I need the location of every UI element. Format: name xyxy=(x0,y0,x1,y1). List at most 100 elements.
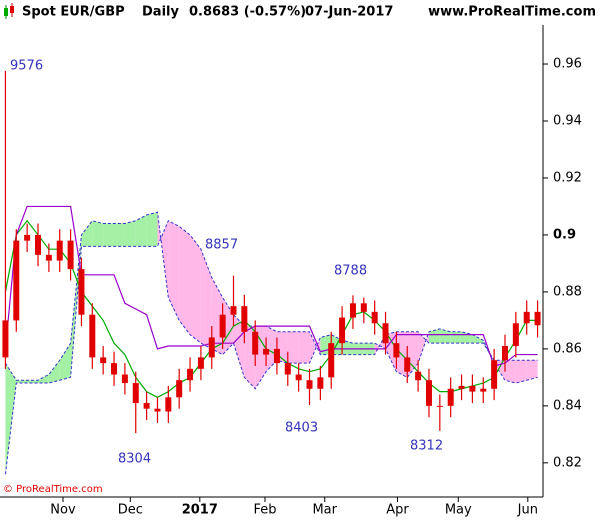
candle-body xyxy=(154,408,161,412)
candle-body xyxy=(393,343,400,358)
y-tick-label: 0.82 xyxy=(553,455,582,470)
cloud-span xyxy=(5,211,538,390)
candle-body xyxy=(469,385,476,392)
candle-body xyxy=(523,311,530,324)
candle-body xyxy=(35,234,42,255)
x-tick-label: May xyxy=(445,503,472,518)
candle-body xyxy=(56,240,63,261)
x-tick-label: Apr xyxy=(386,503,409,518)
candle-body xyxy=(230,306,237,315)
candle-body xyxy=(263,348,270,355)
candle-body xyxy=(176,380,183,398)
candle-body xyxy=(187,368,194,381)
cloud-fill xyxy=(27,380,39,384)
annotation: 8304 xyxy=(118,452,151,467)
y-tick-label: 0.86 xyxy=(553,341,582,356)
candle-body xyxy=(360,303,367,312)
cloud-fill xyxy=(5,363,17,475)
x-tick-label: Mar xyxy=(312,503,337,518)
candle-body xyxy=(67,240,74,270)
candle-body xyxy=(284,363,291,375)
candle-body xyxy=(436,405,443,407)
candle-body xyxy=(480,388,487,392)
cloud-fill xyxy=(179,226,191,335)
candle-body xyxy=(371,311,378,324)
x-tick-label: Jun xyxy=(517,503,538,518)
plot xyxy=(2,70,541,475)
x-tick-label: Feb xyxy=(253,503,276,518)
annotation: 9576 xyxy=(10,59,43,74)
y-tick-label: 0.94 xyxy=(553,113,582,128)
date: 07-Jun-2017 xyxy=(305,5,393,20)
candle-body xyxy=(512,323,519,347)
candle-body xyxy=(2,320,9,358)
cloud-fill xyxy=(114,223,125,247)
cloud-fill xyxy=(16,380,28,384)
candle-body xyxy=(306,380,313,389)
cloud-fill xyxy=(92,220,104,247)
candle-body xyxy=(273,348,280,364)
cloud-fill xyxy=(190,234,201,344)
cloud-fill xyxy=(526,360,538,381)
site: www.ProRealTime.com xyxy=(428,5,596,20)
cloud-fill xyxy=(124,220,136,247)
candle-body xyxy=(197,357,204,369)
cloud-fill xyxy=(428,328,440,344)
candle-body xyxy=(458,385,465,389)
candle-body xyxy=(447,388,454,406)
y-tick-label: 0.9 xyxy=(553,227,576,242)
cloud-fill xyxy=(342,340,353,355)
candle-body xyxy=(241,306,248,332)
cloud-fill xyxy=(450,331,462,344)
cloud-fill xyxy=(287,331,299,364)
cloud-span xyxy=(4,219,538,475)
price: 0.8683 (-0.57%) xyxy=(189,5,306,20)
annotation: 8788 xyxy=(334,264,367,279)
candle-body xyxy=(132,383,139,403)
candle-body xyxy=(219,314,226,338)
x-tick-label: Nov xyxy=(50,503,76,518)
y-tick-label: 0.84 xyxy=(553,398,582,413)
cloud-fill xyxy=(146,212,158,247)
x-tick-label: Dec xyxy=(118,503,143,518)
candle-body xyxy=(208,337,215,358)
cloud-fill xyxy=(103,223,115,247)
candle-body xyxy=(165,397,172,412)
candle-body xyxy=(328,343,335,378)
candle-body xyxy=(349,303,356,318)
cloud-fill xyxy=(168,220,180,321)
cloud-fill xyxy=(59,343,71,381)
indicator-line xyxy=(4,205,538,367)
candle-body xyxy=(382,323,389,344)
cloud-fill xyxy=(472,334,484,344)
candle-body xyxy=(404,357,411,372)
candle-body xyxy=(89,314,96,358)
candle-body xyxy=(252,331,259,355)
candle-body xyxy=(534,311,541,326)
candle-body xyxy=(121,374,128,384)
candle-body xyxy=(339,317,346,344)
candle-body xyxy=(317,377,324,389)
cloud-fill xyxy=(38,374,49,384)
candle-body xyxy=(415,371,422,381)
cloud-fill xyxy=(200,249,212,349)
cloud-fill xyxy=(504,360,516,384)
cloud-fill xyxy=(81,220,93,247)
candle-body xyxy=(78,269,85,315)
y-tick-label: 0.88 xyxy=(553,284,582,299)
annotation: 8312 xyxy=(410,439,443,454)
y-tick-label: 0.92 xyxy=(553,170,582,185)
cloud-fill xyxy=(439,328,451,344)
candle-body xyxy=(100,357,107,364)
candle-body xyxy=(425,380,432,406)
footer: © ProRealTime.com xyxy=(3,484,103,495)
annotation: 8403 xyxy=(285,421,318,436)
period: Daily xyxy=(142,5,179,20)
symbol: Spot EUR/GBP xyxy=(22,5,125,20)
annotation: 8857 xyxy=(205,238,238,253)
y-tick-label: 0.96 xyxy=(553,57,582,72)
logo xyxy=(4,3,14,19)
x-tick-label: 2017 xyxy=(182,503,218,518)
candle-body xyxy=(143,402,150,409)
